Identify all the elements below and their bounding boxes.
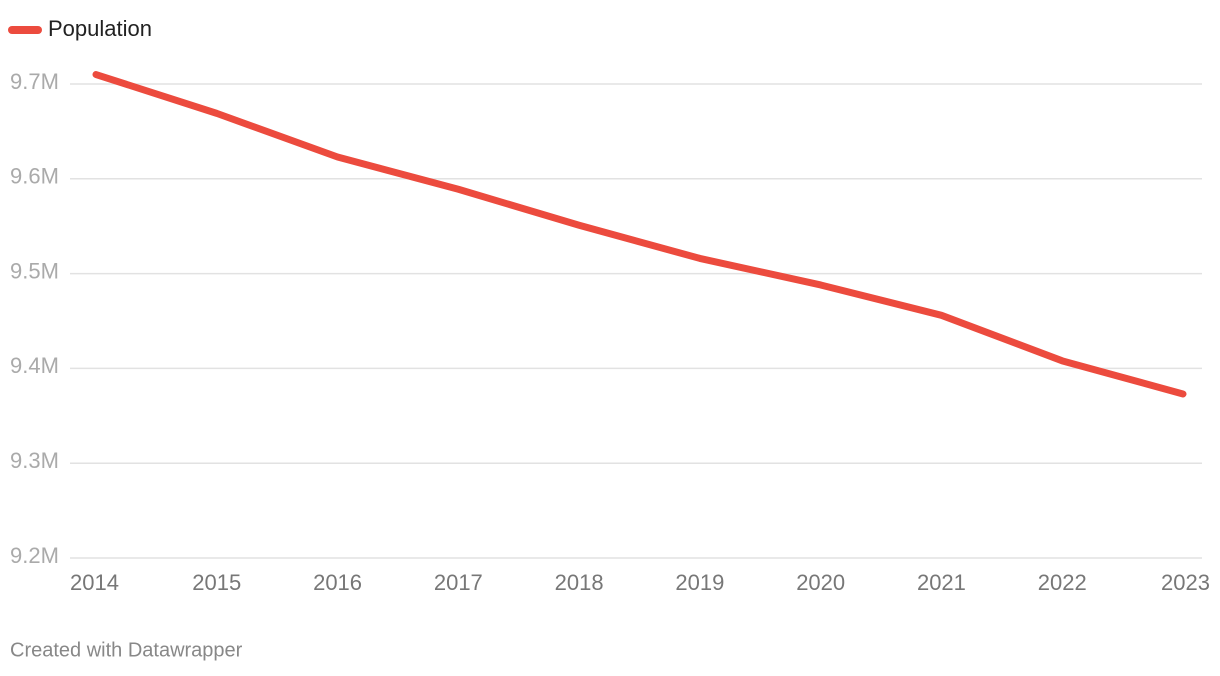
- y-tick-label: 9.4M: [10, 353, 59, 378]
- x-tick-label: 2021: [917, 570, 966, 595]
- y-tick-label: 9.3M: [10, 448, 59, 473]
- x-tick-label: 2014: [70, 570, 119, 595]
- y-tick-label: 9.5M: [10, 258, 59, 283]
- legend-label: Population: [48, 16, 152, 41]
- y-tick-label: 9.7M: [10, 69, 59, 94]
- x-tick-label: 2017: [434, 570, 483, 595]
- x-tick-label: 2022: [1038, 570, 1087, 595]
- x-tick-label: 2018: [555, 570, 604, 595]
- x-tick-label: 2015: [192, 570, 241, 595]
- y-tick-label: 9.6M: [10, 164, 59, 189]
- x-tick-label: 2023: [1161, 570, 1210, 595]
- x-tick-label: 2019: [675, 570, 724, 595]
- data-line: [92, 71, 1187, 398]
- x-tick-label: 2020: [796, 570, 845, 595]
- y-tick-label: 9.2M: [10, 543, 59, 568]
- x-tick-label: 2016: [313, 570, 362, 595]
- footer: Created with Datawrapper: [10, 639, 243, 661]
